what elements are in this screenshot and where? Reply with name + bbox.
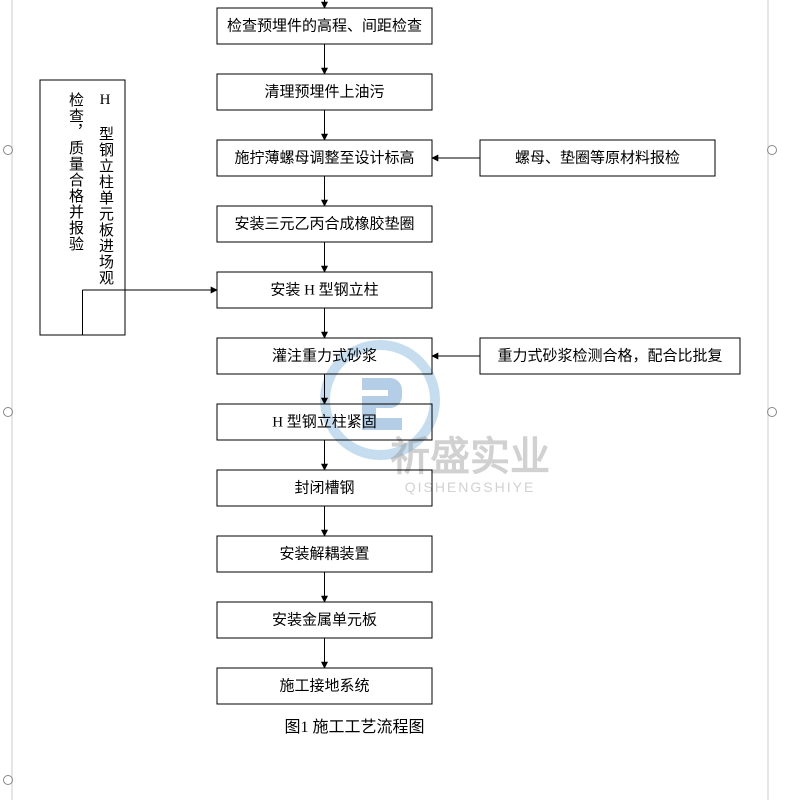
node-n3-label: 施拧薄螺母调整至设计标高 — [234, 149, 414, 166]
node-n7-label: H 型钢立柱紧固 — [272, 413, 377, 430]
node-n6-label: 灌注重力式砂浆 — [272, 346, 377, 364]
node-n5-label: 安装 H 型钢立柱 — [270, 281, 378, 298]
node-n2-label: 清理预埋件上油污 — [264, 83, 384, 100]
node-n11-label: 施工接地系统 — [279, 677, 369, 694]
side-l1-line1: 检查，质量合格并报验 — [67, 92, 84, 252]
side-l1-line0: H 型钢立柱单元板进场观 — [97, 92, 114, 286]
watermark-text: 祈盛实业 — [390, 435, 550, 479]
watermark-subtext: QISHENGSHIYE — [405, 479, 536, 495]
node-n9-label: 安装解耦装置 — [279, 545, 369, 562]
side-r1-label: 螺母、垫圈等原材料报检 — [515, 148, 680, 166]
side-r2-label: 重力式砂浆检测合格，配合比批复 — [497, 346, 722, 364]
figure-caption: 图1 施工工艺流程图 — [284, 718, 424, 736]
node-n1-label: 检查预埋件的高程、间距检查 — [227, 17, 422, 34]
node-n10-label: 安装金属单元板 — [272, 610, 377, 628]
node-n8-label: 封闭槽钢 — [294, 479, 354, 496]
flowchart-canvas: 祈盛实业QISHENGSHIYE 检查预埋件的高程、间距检查清理预埋件上油污施拧… — [0, 0, 800, 800]
node-n4-label: 安装三元乙丙合成橡胶垫圈 — [234, 215, 414, 232]
